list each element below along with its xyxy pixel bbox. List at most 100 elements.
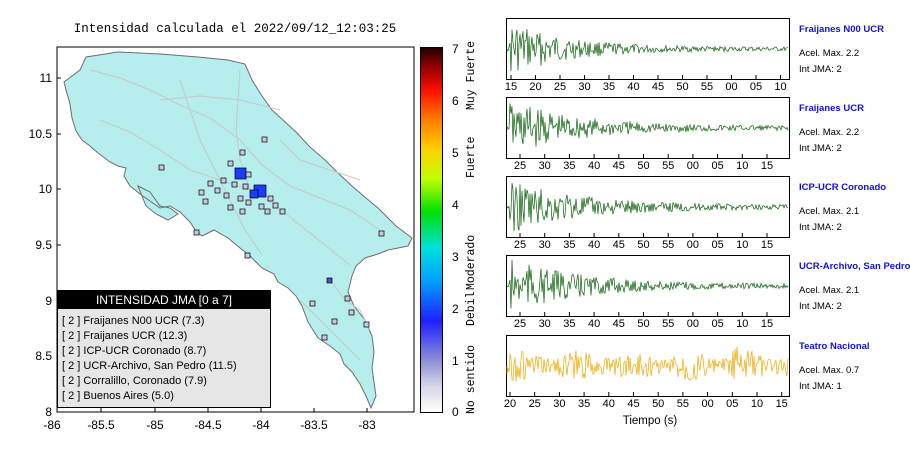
waveform — [506, 29, 788, 72]
jma-intensity: Int JMA: 2 — [799, 64, 842, 75]
x-tick-label: 05 — [711, 239, 724, 251]
station-marker — [220, 177, 227, 184]
colorbar-label-no-sentido: No sentido — [465, 344, 478, 414]
x-tick-label: 45 — [627, 398, 640, 410]
x-tick-label: 20 — [503, 398, 517, 410]
legend-row: [ 2 ] UCR-Archivo, San Pedro (11.5) — [62, 360, 237, 372]
station-marker — [348, 309, 355, 316]
seismogram-plot — [506, 97, 790, 159]
station-marker — [223, 192, 230, 199]
x-tick-label: 00 — [686, 160, 700, 172]
lat-tick-label: 10.5 — [28, 127, 52, 141]
waveform — [506, 183, 789, 232]
x-tick-label: 30 — [538, 239, 551, 251]
station-marker — [193, 229, 200, 236]
legend-title: INTENSIDAD JMA [0 a 7] — [58, 291, 270, 309]
station-marker — [239, 208, 246, 215]
seismogram-plot — [506, 335, 790, 397]
colorbar-tick: 1 — [452, 354, 459, 368]
x-tick-label: 00 — [701, 398, 714, 410]
x-tick-label: 25 — [513, 160, 527, 172]
station-marker — [279, 208, 286, 215]
legend-row: [ 2 ] Corralillo, Coronado (7.9) — [62, 375, 207, 387]
x-tick-label: 05 — [749, 81, 763, 93]
x-tick-label: 20 — [529, 81, 542, 93]
x-tick-label: 30 — [553, 398, 566, 410]
x-tick-label: 45 — [612, 318, 625, 330]
max-acceleration: Acel. Max. 2.2 — [799, 48, 860, 59]
x-tick-label: 35 — [563, 160, 576, 172]
seismogram-plot — [506, 18, 790, 80]
jma-intensity: Int JMA: 2 — [799, 143, 842, 154]
x-tick-label: 50 — [637, 318, 650, 330]
x-tick-label: 45 — [612, 239, 625, 251]
waveform — [506, 259, 789, 309]
x-tick-label: 40 — [587, 239, 601, 251]
lat-tick-label: 8.5 — [35, 349, 52, 363]
x-tick-label: 50 — [652, 398, 665, 410]
x-tick-label: 35 — [577, 398, 591, 410]
colorbar-tick: 5 — [452, 146, 459, 160]
x-tick-label: 40 — [587, 160, 601, 172]
waveform — [506, 103, 789, 147]
max-acceleration: Acel. Max. 2.2 — [799, 127, 860, 138]
x-tick-label: 10 — [736, 160, 749, 172]
station-marker — [321, 334, 328, 341]
x-tick-label: 15 — [504, 81, 518, 93]
station-marker — [237, 195, 244, 202]
lon-tick-label: -84 — [252, 418, 270, 432]
station-marker — [242, 183, 249, 190]
station-marker — [272, 202, 279, 209]
x-tick-label: 15 — [760, 160, 774, 172]
legend-row: [ 2 ] Fraijanes N00 UCR (7.3) — [62, 315, 205, 327]
plot-frame — [506, 255, 790, 317]
station-marker — [344, 295, 351, 302]
x-tick-label: 10 — [736, 318, 749, 330]
station-marker — [214, 187, 221, 194]
x-tick-label: 40 — [627, 81, 640, 93]
x-tick-label: 55 — [676, 398, 690, 410]
colorbar-tick: 3 — [452, 250, 459, 264]
x-tick-label: 50 — [637, 160, 650, 172]
waveform — [506, 346, 789, 382]
map-axis-ticks — [57, 77, 368, 412]
lon-tick-label: -86 — [43, 418, 61, 432]
station-marker — [198, 189, 205, 196]
plot-frame — [506, 18, 790, 80]
colorbar-label-debil: Debil — [465, 291, 478, 326]
colorbar-label-fuerte: Fuerte — [465, 136, 478, 178]
station-marker — [249, 189, 259, 199]
lat-tick-label: 8 — [45, 405, 52, 419]
x-tick-label: 25 — [513, 318, 527, 330]
lat-tick-label: 10 — [38, 182, 52, 196]
station-marker — [244, 252, 251, 259]
plot-frame — [506, 335, 790, 397]
station-marker — [261, 136, 268, 143]
lat-tick-label: 9.5 — [35, 238, 52, 252]
jma-intensity: Int JMA: 2 — [799, 222, 842, 233]
station-markers — [158, 136, 385, 341]
station-marker — [264, 208, 271, 215]
lon-tick-label: -85.5 — [87, 418, 115, 432]
x-tick-label: 45 — [651, 81, 665, 93]
colorbar-tick: 6 — [452, 94, 459, 108]
x-tick-label: 10 — [736, 239, 749, 251]
station-title: Fraijanes N00 UCR — [799, 24, 885, 35]
x-tick-label: 15 — [760, 239, 774, 251]
jma-intensity: Int JMA: 2 — [799, 301, 842, 312]
lat-tick-label: 11 — [39, 71, 52, 85]
x-tick-label: 10 — [750, 398, 764, 410]
station-title: Fraijanes UCR — [799, 103, 864, 114]
intensity-legend: INTENSIDAD JMA [0 a 7] [ 2 ] Fraijanes N… — [57, 290, 271, 408]
x-tick-label: 00 — [725, 81, 738, 93]
station-marker — [326, 277, 333, 284]
colorbar-tick: 4 — [452, 198, 459, 212]
x-tick-label: 30 — [538, 318, 551, 330]
x-tick-label: 55 — [662, 318, 675, 330]
colorbar-tick: 2 — [452, 302, 459, 316]
station-marker — [231, 181, 238, 188]
colorbar-label-muy-fuerte: Muy Fuerte — [465, 40, 478, 110]
station-title: ICP-UCR Coronado — [799, 182, 887, 193]
x-tick-label: 05 — [726, 398, 739, 410]
station-marker — [227, 204, 234, 211]
